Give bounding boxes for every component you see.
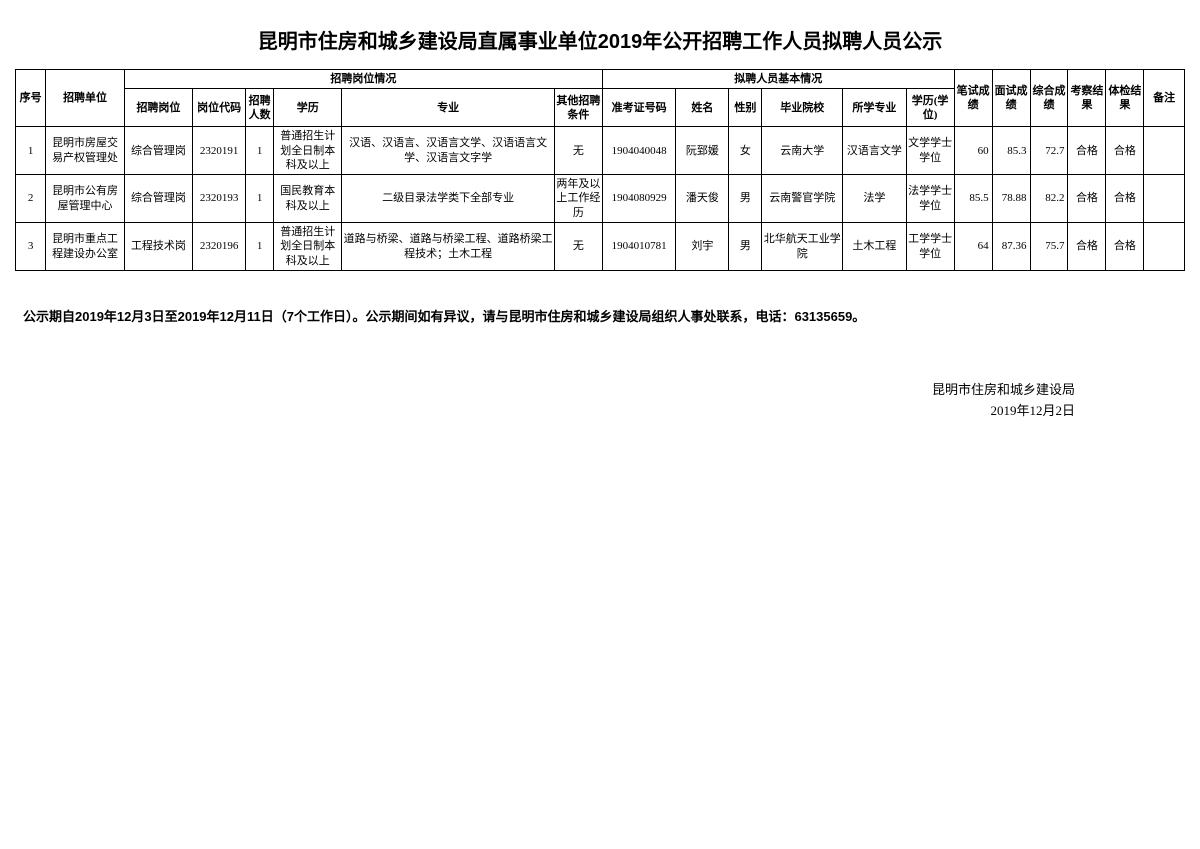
col-major: 专业 [342, 89, 555, 127]
col-total: 综合成绩 [1030, 70, 1068, 127]
page-title: 昆明市住房和城乡建设局直属事业单位2019年公开招聘工作人员拟聘人员公示 [15, 25, 1185, 54]
notice-text: 公示期自2019年12月3日至2019年12月11日（7个工作日）。公示期间如有… [15, 306, 1185, 325]
recruitment-table: 序号 招聘单位 招聘岗位情况 拟聘人员基本情况 笔试成绩 面试成绩 综合成绩 考… [15, 69, 1185, 271]
cell-name: 阮郅媛 [676, 127, 729, 175]
cell-remark [1144, 175, 1185, 223]
cell-inspect: 合格 [1068, 175, 1106, 223]
table-row: 2昆明市公有房屋管理中心综合管理岗23201931国民教育本科及以上二级目录法学… [16, 175, 1185, 223]
cell-school: 云南警官学院 [762, 175, 843, 223]
col-interview: 面试成绩 [992, 70, 1030, 127]
cell-major: 道路与桥梁、道路与桥梁工程、道路桥梁工程技术；土木工程 [342, 223, 555, 271]
cell-physical: 合格 [1106, 127, 1144, 175]
cell-exam_no: 1904080929 [602, 175, 675, 223]
cell-other: 无 [554, 127, 602, 175]
col-unit: 招聘单位 [46, 70, 124, 127]
cell-edu: 国民教育本科及以上 [274, 175, 342, 223]
cell-count: 1 [246, 127, 274, 175]
col-code: 岗位代码 [193, 89, 246, 127]
col-edu: 学历 [274, 89, 342, 127]
cell-total: 72.7 [1030, 127, 1068, 175]
cell-code: 2320196 [193, 223, 246, 271]
cell-inspect: 合格 [1068, 127, 1106, 175]
col-sex: 性别 [729, 89, 762, 127]
cell-sex: 男 [729, 175, 762, 223]
cell-study_major: 汉语言文学 [843, 127, 906, 175]
cell-seq: 3 [16, 223, 46, 271]
cell-school: 北华航天工业学院 [762, 223, 843, 271]
cell-count: 1 [246, 223, 274, 271]
group-recruit: 招聘岗位情况 [124, 70, 602, 89]
cell-total: 82.2 [1030, 175, 1068, 223]
cell-study_major: 土木工程 [843, 223, 906, 271]
col-degree: 学历(学位) [906, 89, 954, 127]
group-candidate: 拟聘人员基本情况 [602, 70, 954, 89]
cell-school: 云南大学 [762, 127, 843, 175]
signature-org: 昆明市住房和城乡建设局 [15, 380, 1075, 401]
col-count: 招聘人数 [246, 89, 274, 127]
signature-block: 昆明市住房和城乡建设局 2019年12月2日 [15, 380, 1185, 422]
cell-exam_no: 1904010781 [602, 223, 675, 271]
cell-code: 2320191 [193, 127, 246, 175]
cell-edu: 普通招生计划全日制本科及以上 [274, 127, 342, 175]
cell-other: 两年及以上工作经历 [554, 175, 602, 223]
col-remark: 备注 [1144, 70, 1185, 127]
cell-interview: 87.36 [992, 223, 1030, 271]
cell-degree: 工学学士学位 [906, 223, 954, 271]
col-physical: 体检结果 [1106, 70, 1144, 127]
cell-interview: 85.3 [992, 127, 1030, 175]
cell-degree: 文学学士学位 [906, 127, 954, 175]
cell-degree: 法学学士学位 [906, 175, 954, 223]
cell-sex: 女 [729, 127, 762, 175]
cell-physical: 合格 [1106, 223, 1144, 271]
cell-seq: 2 [16, 175, 46, 223]
cell-edu: 普通招生计划全日制本科及以上 [274, 223, 342, 271]
cell-inspect: 合格 [1068, 223, 1106, 271]
col-inspect: 考察结果 [1068, 70, 1106, 127]
cell-total: 75.7 [1030, 223, 1068, 271]
cell-post: 综合管理岗 [124, 175, 192, 223]
table-row: 3昆明市重点工程建设办公室工程技术岗23201961普通招生计划全日制本科及以上… [16, 223, 1185, 271]
cell-exam_no: 1904040048 [602, 127, 675, 175]
cell-count: 1 [246, 175, 274, 223]
col-post: 招聘岗位 [124, 89, 192, 127]
cell-post: 工程技术岗 [124, 223, 192, 271]
col-seq: 序号 [16, 70, 46, 127]
col-other: 其他招聘条件 [554, 89, 602, 127]
cell-remark [1144, 223, 1185, 271]
cell-written: 60 [954, 127, 992, 175]
cell-physical: 合格 [1106, 175, 1144, 223]
cell-post: 综合管理岗 [124, 127, 192, 175]
cell-written: 85.5 [954, 175, 992, 223]
cell-sex: 男 [729, 223, 762, 271]
table-row: 1昆明市房屋交易产权管理处综合管理岗23201911普通招生计划全日制本科及以上… [16, 127, 1185, 175]
cell-other: 无 [554, 223, 602, 271]
col-examno: 准考证号码 [602, 89, 675, 127]
cell-seq: 1 [16, 127, 46, 175]
cell-name: 刘宇 [676, 223, 729, 271]
col-school: 毕业院校 [762, 89, 843, 127]
cell-remark [1144, 127, 1185, 175]
col-smajor: 所学专业 [843, 89, 906, 127]
cell-unit: 昆明市重点工程建设办公室 [46, 223, 124, 271]
cell-name: 潘天俊 [676, 175, 729, 223]
cell-interview: 78.88 [992, 175, 1030, 223]
signature-date: 2019年12月2日 [15, 401, 1075, 422]
col-name: 姓名 [676, 89, 729, 127]
table-body: 1昆明市房屋交易产权管理处综合管理岗23201911普通招生计划全日制本科及以上… [16, 127, 1185, 271]
cell-unit: 昆明市房屋交易产权管理处 [46, 127, 124, 175]
cell-unit: 昆明市公有房屋管理中心 [46, 175, 124, 223]
cell-code: 2320193 [193, 175, 246, 223]
cell-written: 64 [954, 223, 992, 271]
cell-study_major: 法学 [843, 175, 906, 223]
col-written: 笔试成绩 [954, 70, 992, 127]
cell-major: 二级目录法学类下全部专业 [342, 175, 555, 223]
cell-major: 汉语、汉语言、汉语言文学、汉语语言文学、汉语言文字学 [342, 127, 555, 175]
